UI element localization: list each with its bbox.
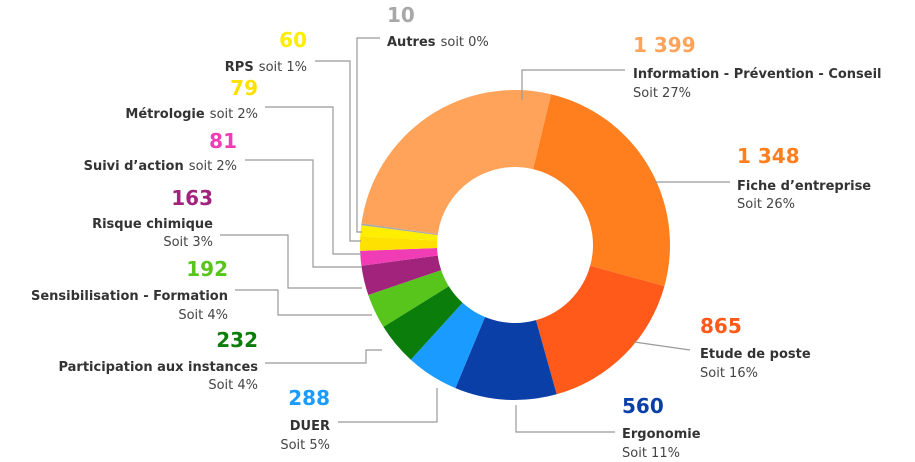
leader-line — [220, 234, 362, 289]
donut-slice — [455, 317, 557, 400]
value-label: 232 — [216, 328, 258, 352]
percent-label: Soit 26% — [737, 197, 795, 212]
category-name: Information - Prévention - Conseil — [633, 67, 882, 82]
category-name: Participation aux instances — [58, 360, 258, 375]
value-label: 163 — [171, 186, 213, 210]
percent-label: Soit 4% — [208, 378, 258, 393]
percent-label: soit 0% — [441, 35, 489, 50]
value-label: 60 — [279, 28, 307, 52]
percent-label: soit 2% — [210, 107, 258, 122]
value-label: 865 — [700, 314, 742, 338]
donut-slice — [361, 223, 438, 236]
value-label: 10 — [387, 3, 415, 27]
value-label: 192 — [186, 257, 228, 281]
leader-line — [245, 159, 362, 268]
percent-label: Soit 4% — [178, 308, 228, 323]
leader-line — [315, 60, 361, 242]
leader-line — [356, 37, 380, 233]
donut-slice — [360, 247, 438, 266]
category-name: Fiche d’entreprise — [737, 179, 871, 194]
percent-label: Soit 27% — [633, 86, 691, 101]
donut-slice — [359, 236, 438, 251]
donut-slice — [361, 90, 552, 235]
percent-label: soit 2% — [189, 159, 237, 174]
value-label: 81 — [209, 129, 237, 153]
category-name: RPS — [225, 60, 254, 75]
category-name: Ergonomie — [622, 427, 701, 442]
donut-slice — [535, 265, 665, 395]
donut-slice — [383, 286, 463, 360]
leader-line — [515, 405, 615, 433]
category-label: Suivi d’action soit 2% — [84, 155, 237, 174]
category-label: Métrologie soit 2% — [125, 103, 258, 122]
percent-label: soit 1% — [259, 60, 307, 75]
donut-slice — [368, 270, 449, 327]
donut-slice — [361, 255, 442, 295]
percent-label: Soit 5% — [280, 438, 330, 453]
percent-label: Soit 3% — [163, 235, 213, 250]
category-name: Métrologie — [125, 107, 204, 122]
donut-slice — [360, 225, 438, 241]
category-name: Sensibilisation - Formation — [31, 289, 228, 304]
category-name: Etude de poste — [700, 347, 811, 362]
donut-slice — [533, 94, 670, 287]
value-label: 288 — [288, 386, 330, 410]
category-label: RPS soit 1% — [225, 56, 307, 75]
value-label: 79 — [230, 76, 258, 100]
value-label: 1 348 — [737, 144, 800, 168]
category-name: Risque chimique — [92, 217, 213, 232]
leader-line — [521, 69, 625, 100]
leader-line — [633, 341, 691, 351]
percent-label: Soit 16% — [700, 366, 758, 381]
leader-line — [265, 349, 382, 364]
value-label: 560 — [622, 394, 664, 418]
category-label: Autres soit 0% — [387, 31, 489, 50]
value-label: 1 399 — [633, 33, 696, 57]
category-name: DUER — [290, 419, 330, 434]
leader-line — [235, 289, 372, 316]
leader-line — [265, 106, 361, 255]
category-name: Suivi d’action — [84, 159, 184, 174]
percent-label: Soit 11% — [622, 446, 680, 461]
category-name: Autres — [387, 35, 436, 50]
leader-line — [338, 388, 438, 423]
donut-slice — [410, 302, 486, 389]
